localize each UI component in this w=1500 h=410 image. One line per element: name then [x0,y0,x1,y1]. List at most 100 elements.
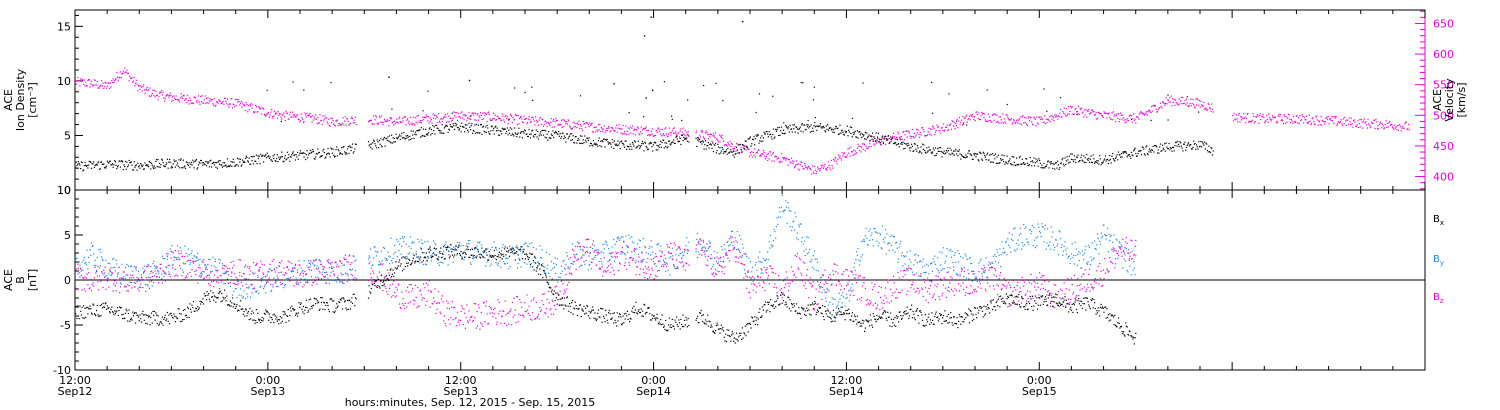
velocity-series-point [659,129,661,131]
velocity-series-point [772,153,774,155]
velocity-series-point [783,157,785,159]
velocity-series-point [956,118,958,120]
velocity-series-point [1062,111,1064,113]
density-series-point [331,148,333,150]
density-series-point [1188,142,1190,144]
by-series-point [766,267,768,269]
density-series-point [738,144,740,146]
velocity-series-point [596,129,598,131]
by-series-point [932,258,934,260]
by-series-point [931,262,933,264]
velocity-series-point [531,116,533,118]
velocity-series-point [255,104,257,106]
density-series-point [653,142,655,144]
density-series-point [801,123,803,125]
velocity-series-point [1062,112,1065,114]
by-series-point [1052,231,1054,233]
velocity-series-point [292,114,294,116]
by-series-point [486,261,488,263]
by-series-point [1106,235,1108,237]
density-series-point [771,138,773,140]
velocity-series-point [326,117,328,119]
density-series-point [670,144,672,146]
velocity-series-point [669,131,671,133]
by-series-point [825,300,827,303]
velocity-series-point [1067,113,1069,115]
by-series-point [268,268,270,270]
by-series-point [370,267,372,269]
velocity-series-point [788,159,790,161]
density-series-point [262,154,264,156]
by-series-point [1068,255,1070,257]
by-series-point [983,265,985,267]
by-series-point [252,288,254,290]
density-series-point [514,127,516,129]
density-series-point [276,157,278,160]
velocity-series-point [676,134,678,136]
density-series-point [985,159,987,161]
velocity-series-point [1318,121,1321,123]
density-series-point [943,150,945,152]
density-series-point [498,134,500,136]
velocity-series-point [898,133,900,135]
by-series-point [834,298,836,301]
density-series-point [1106,158,1108,161]
by-series-point [754,278,756,280]
velocity-series-point [407,122,409,124]
density-series-point [606,138,608,140]
velocity-series-point [1026,124,1028,126]
velocity-series-point [604,132,606,134]
density-series-point [550,137,552,139]
velocity-series-point [1292,115,1295,118]
density-series-point [432,125,434,127]
by-series-point [276,275,278,277]
density-series-point [295,154,297,156]
velocity-series-point [534,124,536,126]
by-series-point [471,247,473,249]
velocity-series-point [1044,123,1046,125]
velocity-series-point [851,151,853,153]
velocity-series-point [1151,106,1153,108]
velocity-series-point [1162,101,1164,103]
velocity-series-point [278,113,281,115]
velocity-series-point [661,128,663,130]
density-series-point [174,160,176,163]
by-series-point [339,279,341,281]
by-series-point [830,311,832,313]
density-series-point [1183,143,1185,145]
velocity-series-point [695,132,697,134]
by-series-point [654,256,656,258]
density-series-point [716,150,718,152]
by-series-point [513,253,515,255]
density-series-point [702,141,704,143]
velocity-series-point [348,124,350,126]
density-series-point [697,137,699,139]
density-series-point [974,152,976,155]
velocity-series-point [1167,99,1169,101]
by-series-point [306,265,308,267]
velocity-series-point [938,130,940,132]
velocity-series-point [1194,107,1196,109]
velocity-series-point [832,167,834,169]
by-series-point [179,265,181,267]
density-series-point [318,151,320,153]
velocity-series-point [615,127,617,129]
by-series-point [506,262,508,264]
by-series-point [218,262,221,264]
velocity-series-point [380,121,382,123]
velocity-series-point [377,123,379,126]
density-series-point [1188,145,1190,147]
by-series-point [168,271,170,273]
by-series-point [723,244,725,246]
by-series-point [1005,240,1007,242]
density-series-point [254,160,256,162]
velocity-series-point [937,126,939,128]
density-series-point [974,154,976,156]
velocity-series-point [1077,113,1079,115]
density-series-point [748,138,750,140]
by-series-point [645,252,647,254]
velocity-series-point [1172,97,1174,100]
velocity-series-point [1103,111,1105,113]
by-series-point [977,279,979,281]
density-series-point [1167,148,1169,150]
